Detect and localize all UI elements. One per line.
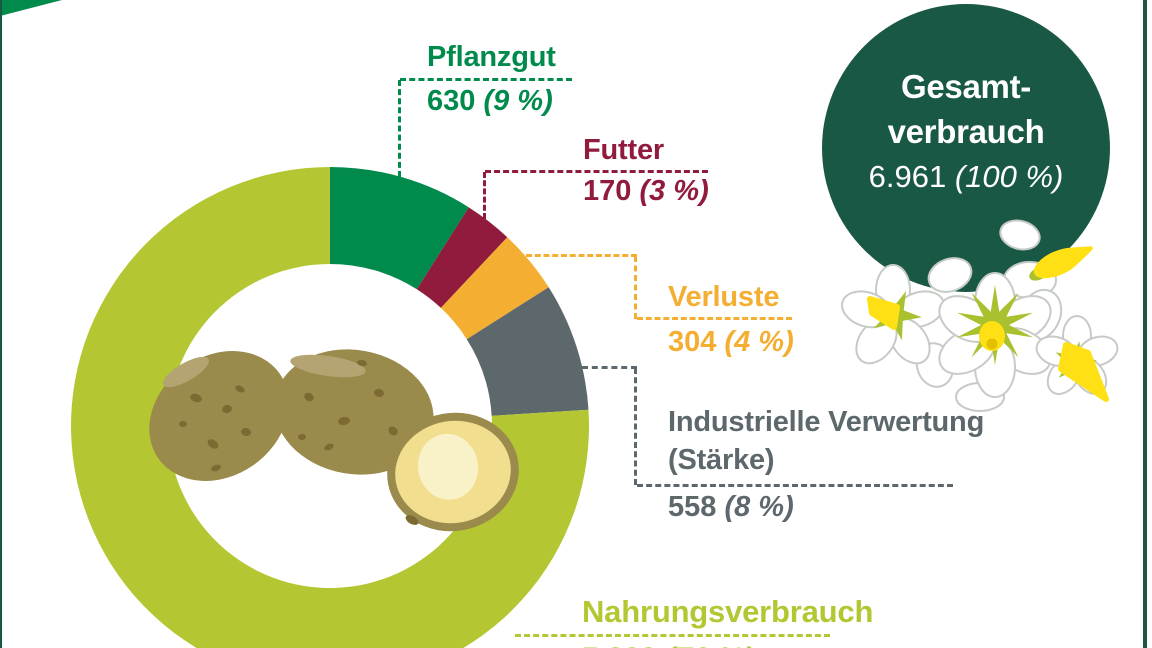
leader-line	[637, 484, 953, 487]
potato-half	[387, 412, 519, 532]
donut-segment-industrielle-verwertung-st-rke-	[466, 287, 589, 416]
total-badge-value: 6.961 (100 %)	[868, 159, 1064, 194]
potato-1-spots	[179, 385, 251, 472]
total-badge: Gesamt- verbrauch 6.961 (100 %)	[822, 4, 1110, 292]
blossom-right	[1035, 315, 1119, 402]
segment-label-industrielle-verwertung: Industrielle Verwertung (Stärke) 558 (8 …	[668, 403, 990, 523]
leader-line	[634, 256, 637, 319]
segment-name: Nahrungsverbrauch	[582, 594, 874, 629]
leader-line	[526, 254, 637, 257]
total-badge-title-line1: Gesamt-	[901, 68, 1031, 105]
left-edge-stripe	[0, 0, 2, 648]
leader-line	[634, 368, 637, 485]
segment-name: Pflanzgut	[427, 41, 556, 73]
blossom-left	[841, 264, 945, 365]
potato-half-notch	[405, 515, 419, 525]
donut-segment-verluste	[440, 237, 549, 340]
leader-line	[398, 80, 401, 177]
segment-label-pflanzgut: Pflanzgut 630 (9 %)	[427, 40, 556, 117]
segment-value: 558 (8 %)	[668, 491, 794, 523]
right-edge-stripe	[1143, 0, 1147, 648]
blossom-bud	[1029, 246, 1093, 281]
donut-segment-pflanzgut	[330, 167, 469, 290]
potato-1	[149, 351, 289, 481]
segment-value: 5.299 (76 %)	[582, 643, 873, 648]
potato-2-highlight	[290, 354, 366, 378]
total-badge-title-line2: verbrauch	[887, 113, 1045, 150]
blossom-middle	[938, 272, 1052, 398]
potato-2	[274, 349, 434, 475]
segment-name: Futter	[583, 134, 664, 166]
leader-line	[582, 366, 637, 369]
segment-name: Verluste	[668, 281, 780, 313]
segment-value: 630 (9 %)	[427, 85, 553, 117]
segment-label-futter: Futter 170 (3 %)	[583, 133, 709, 207]
leader-line	[485, 170, 708, 173]
segment-label-nahrungsverbrauch: Nahrungsverbrauch 5.299 (76 %)	[582, 594, 873, 648]
potato-2-spots	[298, 359, 398, 451]
segment-label-verluste: Verluste 304 (4 %)	[668, 280, 794, 358]
leader-line	[483, 172, 486, 219]
leader-line	[515, 634, 830, 637]
segment-value: 304 (4 %)	[668, 326, 794, 358]
potato-blossom-illustration	[841, 219, 1119, 412]
segment-name: Industrielle Verwertung (Stärke)	[668, 406, 985, 476]
donut-segment-futter	[416, 207, 508, 308]
potato-1-highlight	[163, 356, 209, 388]
leader-line	[637, 317, 792, 320]
segment-value: 170 (3 %)	[583, 175, 709, 207]
potatoes-illustration	[149, 349, 519, 532]
leader-line	[400, 78, 572, 81]
